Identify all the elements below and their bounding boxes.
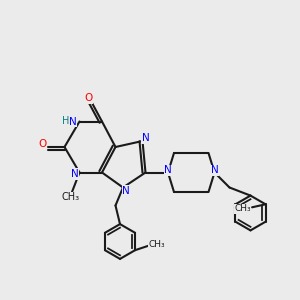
Text: O: O [84,93,93,103]
Text: H: H [62,116,70,126]
Text: N: N [122,185,130,196]
Text: N: N [69,116,77,127]
Text: CH₃: CH₃ [149,240,165,249]
Text: CH₃: CH₃ [234,204,251,213]
Text: N: N [71,169,79,179]
Text: CH₃: CH₃ [61,192,80,203]
Text: N: N [142,133,149,143]
Text: O: O [38,139,46,149]
Text: N: N [211,165,218,175]
Text: N: N [164,165,172,175]
